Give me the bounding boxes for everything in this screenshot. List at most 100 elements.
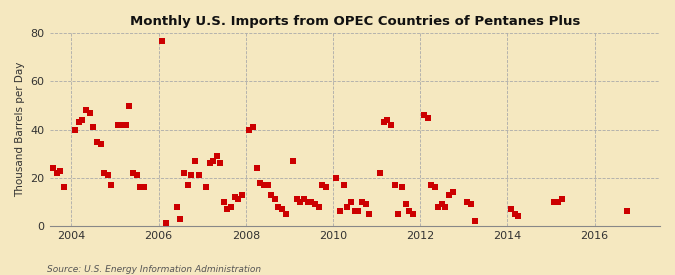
Point xyxy=(36,89,47,93)
Point xyxy=(549,200,560,204)
Point xyxy=(444,192,455,197)
Point xyxy=(400,202,411,207)
Point xyxy=(422,116,433,120)
Point xyxy=(273,204,284,209)
Point xyxy=(77,118,88,122)
Point xyxy=(353,209,364,214)
Point xyxy=(113,123,124,127)
Point xyxy=(124,103,135,108)
Point xyxy=(120,123,131,127)
Point xyxy=(346,200,356,204)
Point xyxy=(88,125,99,130)
Point xyxy=(277,207,288,211)
Point xyxy=(269,197,280,202)
Point xyxy=(237,192,248,197)
Point xyxy=(259,183,269,187)
Point xyxy=(135,185,146,189)
Point xyxy=(466,202,477,207)
Point xyxy=(553,200,564,204)
Point xyxy=(175,216,186,221)
Point xyxy=(219,200,230,204)
Point xyxy=(55,168,66,173)
Point xyxy=(440,204,451,209)
Point xyxy=(200,185,211,189)
Point xyxy=(313,204,324,209)
Point xyxy=(208,159,219,163)
Point xyxy=(433,204,444,209)
Point xyxy=(462,200,472,204)
Point xyxy=(244,127,254,132)
Point xyxy=(102,173,113,178)
Point xyxy=(396,185,407,189)
Point xyxy=(266,192,277,197)
Point xyxy=(342,204,353,209)
Point xyxy=(418,113,429,117)
Point xyxy=(331,175,342,180)
Point xyxy=(48,166,59,170)
Point xyxy=(99,171,109,175)
Point xyxy=(190,159,200,163)
Point xyxy=(204,161,215,166)
Point xyxy=(33,87,44,91)
Point xyxy=(426,183,437,187)
Point xyxy=(309,202,320,207)
Point xyxy=(233,197,244,202)
Point xyxy=(295,200,306,204)
Point xyxy=(161,221,171,226)
Point xyxy=(251,166,262,170)
Point xyxy=(288,159,298,163)
Point xyxy=(382,118,393,122)
Point xyxy=(556,197,567,202)
Y-axis label: Thousand Barrels per Day: Thousand Barrels per Day xyxy=(15,62,25,197)
Point xyxy=(306,200,317,204)
Point xyxy=(360,202,371,207)
Point xyxy=(80,108,91,112)
Point xyxy=(448,190,458,194)
Point xyxy=(222,207,233,211)
Point xyxy=(230,195,240,199)
Point xyxy=(393,212,404,216)
Point xyxy=(317,183,327,187)
Point xyxy=(186,173,196,178)
Point xyxy=(506,207,516,211)
Point xyxy=(117,123,128,127)
Point xyxy=(350,209,360,214)
Point xyxy=(335,209,346,214)
Point xyxy=(157,38,167,43)
Point xyxy=(364,212,375,216)
Point xyxy=(338,183,349,187)
Point xyxy=(408,212,418,216)
Point xyxy=(622,209,632,214)
Point xyxy=(429,185,440,189)
Point xyxy=(281,212,292,216)
Point xyxy=(302,200,313,204)
Title: Monthly U.S. Imports from OPEC Countries of Pentanes Plus: Monthly U.S. Imports from OPEC Countries… xyxy=(130,15,580,28)
Point xyxy=(70,127,80,132)
Point xyxy=(385,123,396,127)
Point xyxy=(375,171,385,175)
Point xyxy=(379,120,389,125)
Point xyxy=(404,209,414,214)
Point xyxy=(178,171,189,175)
Point xyxy=(254,180,265,185)
Point xyxy=(513,214,524,218)
Point xyxy=(74,120,84,125)
Text: Source: U.S. Energy Information Administration: Source: U.S. Energy Information Administ… xyxy=(47,265,261,274)
Point xyxy=(215,161,226,166)
Point xyxy=(469,219,480,223)
Point xyxy=(248,125,259,130)
Point xyxy=(106,183,117,187)
Point xyxy=(211,154,222,158)
Point xyxy=(437,202,448,207)
Point xyxy=(357,200,368,204)
Point xyxy=(298,197,309,202)
Point xyxy=(510,212,520,216)
Point xyxy=(51,171,62,175)
Point xyxy=(320,185,331,189)
Point xyxy=(91,139,102,144)
Point xyxy=(262,183,273,187)
Point xyxy=(389,183,400,187)
Point xyxy=(26,164,36,168)
Point xyxy=(182,183,193,187)
Point xyxy=(59,185,70,189)
